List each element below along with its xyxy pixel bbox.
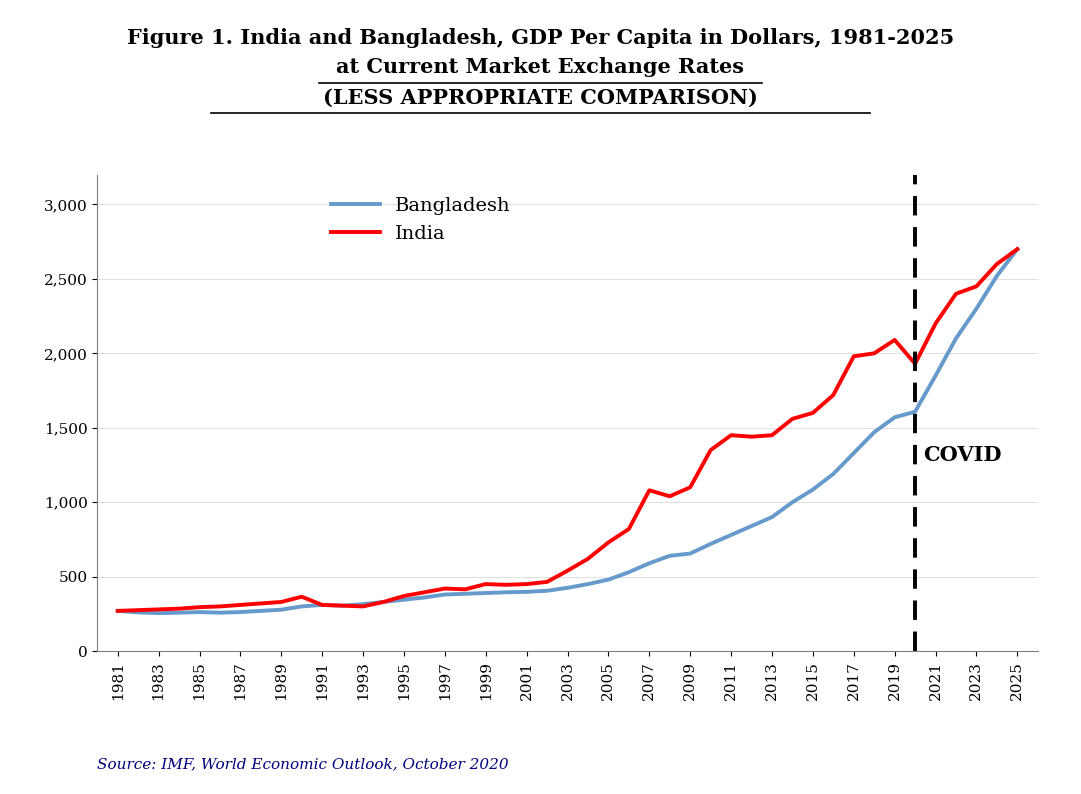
Bangladesh: [664, 551, 677, 561]
India: [643, 485, 656, 495]
Bangladesh: [724, 530, 737, 540]
Bangladesh: [275, 605, 288, 615]
Bangladesh: [458, 589, 471, 599]
India: [173, 604, 186, 614]
India: [132, 605, 145, 615]
India: [479, 580, 492, 589]
India: [582, 554, 595, 564]
Bangladesh: [111, 606, 124, 615]
India: [520, 580, 533, 589]
Bangladesh: [357, 599, 370, 609]
Bangladesh: [786, 497, 799, 507]
India: [458, 584, 471, 594]
Bangladesh: [479, 588, 492, 598]
India: [806, 408, 819, 418]
Bangladesh: [295, 602, 308, 611]
Bangladesh: [499, 588, 512, 597]
India: [233, 600, 246, 610]
India: [868, 349, 881, 358]
Bangladesh: [909, 407, 922, 416]
India: [295, 592, 308, 602]
India: [848, 352, 860, 361]
Bangladesh: [765, 512, 778, 522]
Bangladesh: [704, 539, 717, 549]
India: [970, 282, 983, 291]
India: [152, 605, 165, 615]
Bangladesh: [254, 606, 267, 615]
Bangladesh: [561, 583, 574, 592]
Bangladesh: [990, 271, 1003, 280]
Bangladesh: [643, 558, 656, 568]
Bangladesh: [929, 371, 942, 380]
India: [623, 524, 636, 534]
Bangladesh: [377, 597, 390, 607]
India: [193, 603, 206, 612]
Bangladesh: [848, 449, 860, 458]
Line: India: India: [118, 249, 1017, 611]
Bangladesh: [889, 413, 902, 422]
India: [704, 445, 717, 455]
India: [724, 430, 737, 440]
Bangladesh: [132, 607, 145, 617]
Bangladesh: [193, 607, 206, 617]
India: [909, 359, 922, 368]
India: [745, 432, 758, 441]
Bangladesh: [520, 587, 533, 596]
Bangladesh: [827, 469, 840, 479]
Bangladesh: [540, 586, 553, 596]
Bangladesh: [336, 601, 349, 611]
Bangladesh: [233, 607, 246, 617]
India: [561, 566, 574, 576]
Bangladesh: [745, 521, 758, 530]
Bangladesh: [316, 600, 329, 610]
India: [929, 318, 942, 329]
Bangladesh: [398, 595, 411, 604]
Bangladesh: [152, 608, 165, 618]
Bangladesh: [582, 580, 595, 589]
India: [111, 606, 124, 615]
India: [540, 577, 553, 587]
India: [357, 602, 370, 611]
Text: Figure 1. India and Bangladesh, GDP Per Capita in Dollars, 1981-2025: Figure 1. India and Bangladesh, GDP Per …: [126, 28, 955, 48]
Text: at Current Market Exchange Rates: at Current Market Exchange Rates: [336, 57, 745, 77]
India: [765, 430, 778, 440]
Bangladesh: [623, 568, 636, 577]
India: [275, 597, 288, 607]
India: [683, 483, 696, 492]
India: [316, 600, 329, 610]
India: [602, 538, 615, 547]
Bangladesh: [439, 590, 452, 599]
Text: (LESS APPROPRIATE COMPARISON): (LESS APPROPRIATE COMPARISON): [323, 87, 758, 107]
India: [398, 592, 411, 601]
Line: Bangladesh: Bangladesh: [118, 249, 1017, 613]
India: [949, 289, 962, 299]
India: [889, 335, 902, 345]
India: [336, 601, 349, 611]
Bangladesh: [418, 592, 431, 603]
Bangladesh: [806, 485, 819, 495]
India: [664, 491, 677, 501]
India: [990, 259, 1003, 268]
Bangladesh: [1011, 245, 1024, 254]
India: [213, 602, 226, 611]
Text: COVID: COVID: [923, 445, 1002, 464]
Bangladesh: [213, 608, 226, 618]
Bangladesh: [683, 549, 696, 558]
India: [418, 588, 431, 597]
India: [827, 390, 840, 399]
India: [1011, 245, 1024, 254]
Bangladesh: [173, 608, 186, 618]
Bangladesh: [970, 304, 983, 314]
Bangladesh: [868, 427, 881, 437]
India: [377, 597, 390, 607]
Bangladesh: [949, 333, 962, 343]
Legend: Bangladesh, India: Bangladesh, India: [323, 189, 519, 250]
Bangladesh: [602, 575, 615, 584]
India: [499, 580, 512, 590]
Text: Source: IMF, World Economic Outlook, October 2020: Source: IMF, World Economic Outlook, Oct…: [97, 757, 509, 772]
India: [786, 414, 799, 423]
India: [439, 584, 452, 593]
India: [254, 599, 267, 608]
